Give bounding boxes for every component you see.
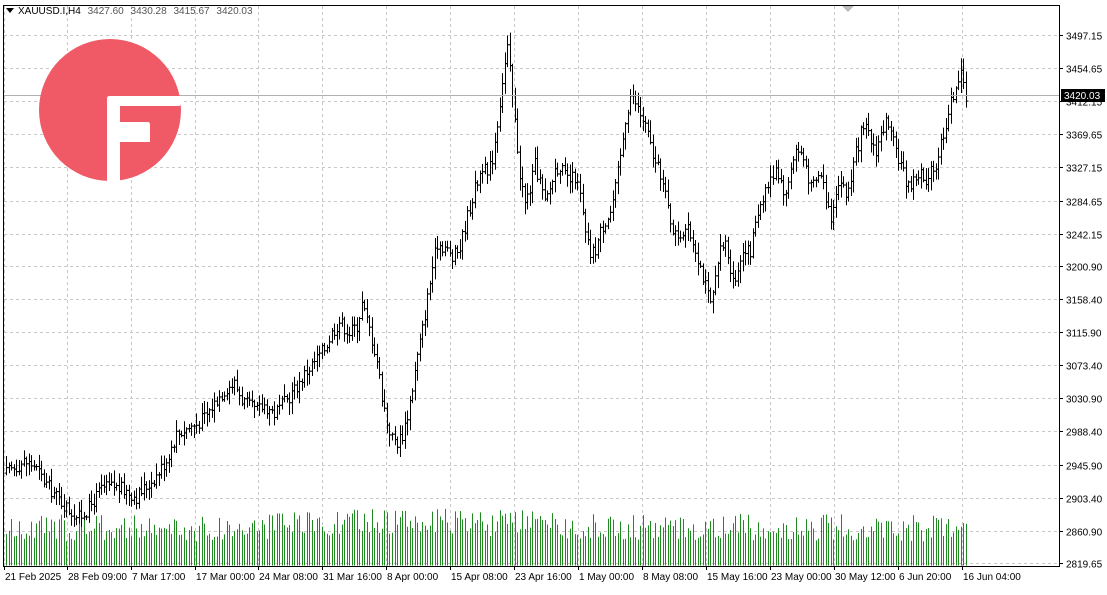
symbol-label: XAUUSD.I,H4 xyxy=(18,6,81,17)
y-tick-label: 3073.40 xyxy=(1066,362,1103,373)
y-tick-label: 3030.90 xyxy=(1066,395,1103,406)
ohlc-open: 3427.60 xyxy=(87,6,124,17)
x-tick-label: 7 Mar 17:00 xyxy=(132,572,186,583)
current-price-tag: 3420.03 xyxy=(1061,89,1105,102)
x-tick-label: 8 May 08:00 xyxy=(643,572,698,583)
x-tick-label: 21 Feb 2025 xyxy=(5,572,62,583)
x-tick-label: 16 Jun 04:00 xyxy=(963,572,1021,583)
x-tick-label: 8 Apr 00:00 xyxy=(387,572,439,583)
scroll-marker-icon[interactable] xyxy=(842,6,854,12)
y-tick-label: 2988.40 xyxy=(1066,428,1103,439)
x-tick-label: 17 Mar 00:00 xyxy=(196,572,255,583)
x-tick-label: 23 Apr 16:00 xyxy=(515,572,572,583)
menu-triangle-icon[interactable] xyxy=(6,8,14,13)
x-tick-label: 31 Mar 16:00 xyxy=(323,572,382,583)
y-tick-label: 3412.15 xyxy=(1066,98,1103,109)
y-tick-label: 3327.15 xyxy=(1066,164,1103,175)
x-tick-label: 28 Feb 09:00 xyxy=(68,572,127,583)
ohlc-low: 3415.67 xyxy=(173,6,210,17)
chart-header: XAUUSD.I,H4 3427.60 3430.28 3415.67 3420… xyxy=(6,6,253,17)
x-tick-label: 1 May 00:00 xyxy=(579,572,634,583)
y-tick-label: 2903.40 xyxy=(1066,495,1103,506)
ohlc-close: 3420.03 xyxy=(216,6,253,17)
ohlc-high: 3430.28 xyxy=(130,6,167,17)
y-tick-label: 3242.15 xyxy=(1066,231,1103,242)
x-tick-label: 6 Jun 20:00 xyxy=(899,572,952,583)
y-tick-label: 2819.65 xyxy=(1066,560,1103,571)
y-tick-label: 2945.90 xyxy=(1066,462,1103,473)
y-tick-label: 3200.90 xyxy=(1066,263,1103,274)
x-tick-label: 23 May 00:00 xyxy=(771,572,832,583)
x-tick-label: 30 May 12:00 xyxy=(835,572,896,583)
price-axis[interactable]: 3497.15 3454.65 3412.15 3369.65 3327.15 3284.… xyxy=(1059,32,1103,571)
volume-bars xyxy=(6,508,967,566)
x-tick-label: 15 May 16:00 xyxy=(707,572,768,583)
ohlc-bars xyxy=(4,32,969,528)
y-tick-label: 3158.40 xyxy=(1066,296,1103,307)
x-tick-label: 24 Mar 08:00 xyxy=(259,572,318,583)
x-tick-label: 15 Apr 08:00 xyxy=(451,572,508,583)
y-tick-label: 3115.90 xyxy=(1066,329,1102,340)
y-tick-label: 3454.65 xyxy=(1066,65,1103,76)
y-tick-label: 3497.15 xyxy=(1066,32,1103,43)
ohlc-bar xyxy=(964,71,969,108)
y-tick-label: 3284.65 xyxy=(1066,198,1103,209)
current-price-label: 3420.03 xyxy=(1064,91,1101,102)
brand-logo xyxy=(39,39,181,181)
y-tick-label: 3369.65 xyxy=(1066,131,1103,142)
y-tick-label: 2860.90 xyxy=(1066,528,1103,539)
time-axis[interactable]: 21 Feb 2025 28 Feb 09:00 7 Mar 17:00 17 Mar… xyxy=(4,566,1022,583)
